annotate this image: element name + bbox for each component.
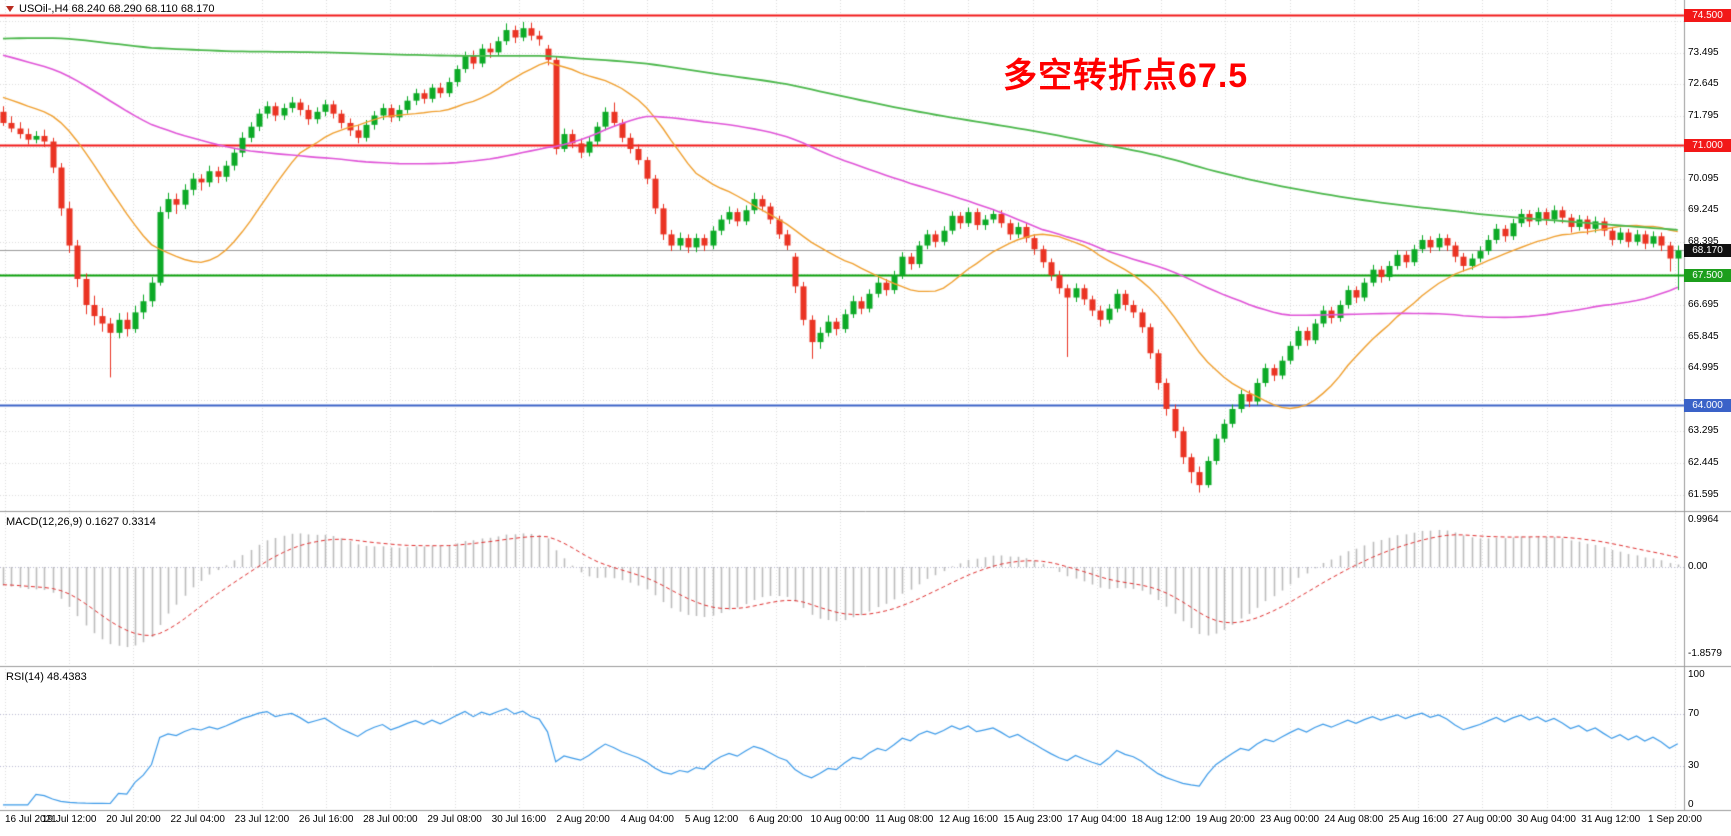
price-axis-label: 66.695 [1688,299,1719,311]
time-axis-label: 22 Jul 04:00 [170,814,225,825]
time-axis-label: 23 Aug 00:00 [1260,814,1320,825]
price-axis-label: 63.295 [1688,425,1719,437]
time-axis-label: 2 Aug 20:00 [556,814,610,825]
macd-indicator-label: MACD(12,26,9) 0.1627 0.3314 [6,516,156,528]
price-badge: 68.170 [1684,243,1731,257]
price-axis-label: 69.245 [1688,204,1719,216]
price-axis-label: 62.445 [1688,457,1719,468]
price-axis-label: 61.595 [1688,488,1719,500]
price-badge: 64.000 [1684,398,1731,412]
time-axis-label: 24 Aug 08:00 [1324,814,1384,825]
price-axis-label: 73.495 [1688,46,1719,58]
time-axis-label: 15 Aug 23:00 [1003,814,1063,825]
price-axis-label: 64.995 [1688,362,1719,374]
time-axis-label: 26 Jul 16:00 [298,814,354,825]
symbol-marker-icon[interactable] [6,6,14,12]
rsi-axis-label: 70 [1688,708,1700,719]
time-axis-label: 29 Jul 08:00 [427,814,482,825]
price-badge: 74.500 [1684,8,1731,22]
chart-annotation-text[interactable]: 多空转折点67.5 [1003,57,1249,95]
macd-axis-label: 0.9964 [1688,514,1719,526]
time-axis-label: 1 Sep 20:00 [1648,814,1702,825]
rsi-axis-label: 0 [1688,799,1694,810]
time-axis-label: 11 Aug 08:00 [875,814,934,825]
time-axis-label: 10 Aug 00:00 [810,814,870,825]
symbol-ohlc-label: USOil-,H4 68.240 68.290 68.110 68.170 [6,3,215,15]
time-axis-label: 23 Jul 12:00 [234,814,290,825]
time-axis-label: 19 Aug 20:00 [1195,814,1255,825]
time-axis-label: 20 Jul 20:00 [106,814,161,825]
time-axis-label: 5 Aug 12:00 [684,814,739,825]
rsi-indicator-label: RSI(14) 48.4383 [6,671,87,683]
time-axis-label: 30 Jul 16:00 [491,814,547,825]
time-axis-label: 25 Aug 16:00 [1388,814,1448,825]
rsi-axis-label: 100 [1688,669,1705,680]
time-axis-label: 30 Aug 04:00 [1517,814,1576,825]
price-badge: 71.000 [1684,138,1731,152]
price-axis-label: 70.095 [1688,172,1719,184]
price-axis-label: 72.645 [1688,78,1719,90]
macd-axis-label: 0.00 [1688,561,1708,572]
time-axis-label: 28 Jul 00:00 [363,814,418,825]
time-axis-label: 12 Aug 16:00 [938,814,998,825]
time-axis-label: 17 Aug 04:00 [1067,814,1127,825]
time-axis-label: 27 Aug 00:00 [1452,814,1512,825]
symbol-ohlc-text: USOil-,H4 68.240 68.290 68.110 68.170 [19,3,215,15]
time-axis-label: 4 Aug 04:00 [620,814,674,825]
price-axis-label: 68.395 [1688,235,1719,247]
time-axis-label: 19 Jul 12:00 [41,814,97,825]
price-axis-label: 65.845 [1688,330,1719,342]
time-axis-label: 18 Aug 12:00 [1131,814,1191,825]
time-axis-label: 6 Aug 20:00 [749,814,803,825]
macd-axis-label: -1.8579 [1688,648,1722,660]
price-axis-label: 71.795 [1688,109,1719,121]
price-badge: 67.500 [1684,268,1731,282]
rsi-axis-label: 30 [1688,760,1700,771]
time-axis-label: 31 Aug 12:00 [1581,814,1641,825]
time-axis-label: 16 Jul 2021 [5,814,57,825]
